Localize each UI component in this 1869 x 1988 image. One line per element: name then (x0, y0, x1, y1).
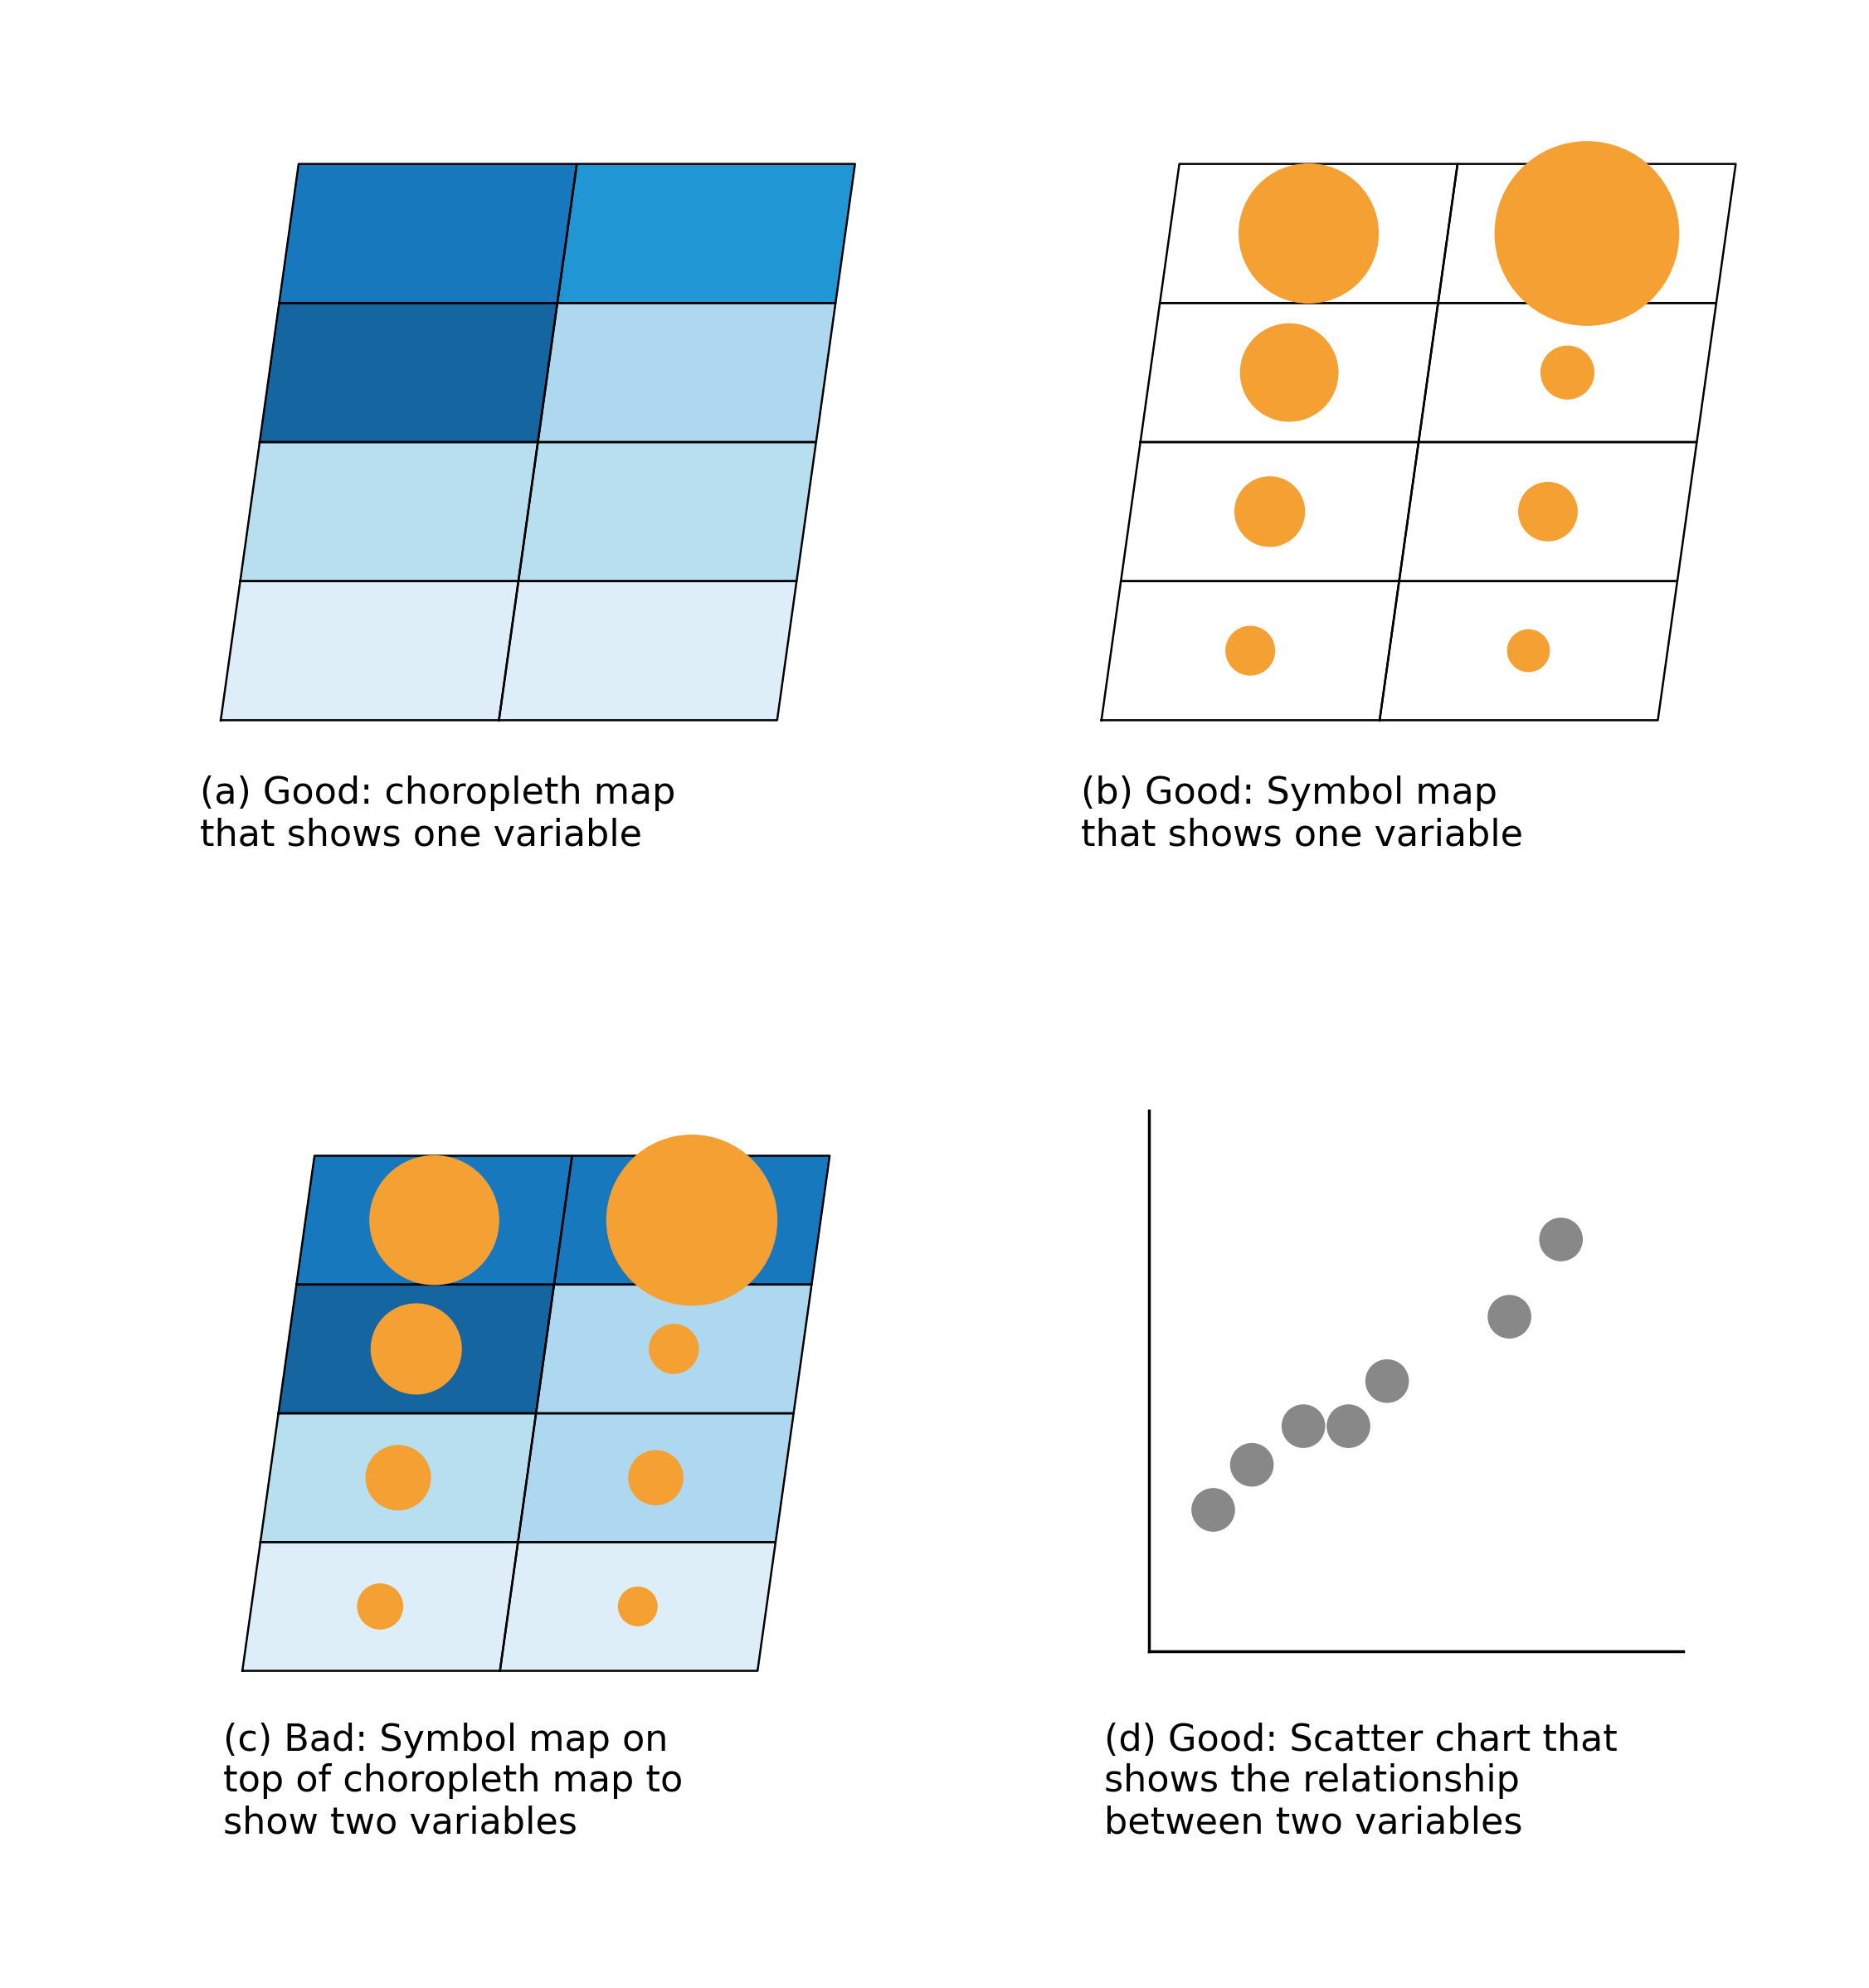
Polygon shape (221, 580, 518, 720)
Circle shape (1192, 1489, 1235, 1531)
Polygon shape (297, 1155, 572, 1284)
Circle shape (1226, 626, 1275, 676)
Polygon shape (278, 1284, 553, 1413)
Polygon shape (260, 1413, 536, 1543)
Circle shape (1282, 1406, 1325, 1447)
Polygon shape (241, 441, 538, 580)
Text: (c) Bad: Symbol map on
top of choropleth map to
show two variables: (c) Bad: Symbol map on top of choropleth… (222, 1722, 682, 1841)
Circle shape (1519, 483, 1577, 541)
Circle shape (628, 1451, 682, 1505)
Polygon shape (1140, 302, 1437, 441)
Circle shape (357, 1584, 402, 1628)
Circle shape (1495, 141, 1678, 326)
Polygon shape (1379, 580, 1676, 720)
Circle shape (1508, 630, 1549, 672)
Polygon shape (499, 580, 796, 720)
Polygon shape (1400, 441, 1697, 580)
Circle shape (366, 1445, 430, 1509)
Polygon shape (1121, 441, 1419, 580)
Polygon shape (1419, 302, 1716, 441)
Polygon shape (278, 163, 578, 302)
Circle shape (649, 1324, 699, 1374)
Polygon shape (518, 441, 817, 580)
Circle shape (1540, 346, 1594, 400)
Circle shape (1235, 477, 1305, 547)
Text: (b) Good: Symbol map
that shows one variable: (b) Good: Symbol map that shows one vari… (1080, 775, 1523, 853)
Circle shape (1366, 1360, 1409, 1402)
Circle shape (1540, 1219, 1583, 1260)
Polygon shape (553, 1155, 830, 1284)
Polygon shape (260, 302, 557, 441)
Circle shape (1488, 1296, 1531, 1338)
Circle shape (619, 1586, 658, 1626)
Circle shape (370, 1155, 499, 1284)
Polygon shape (499, 1543, 776, 1670)
Polygon shape (1161, 163, 1458, 302)
Text: (d) Good: Scatter chart that
shows the relationship
between two variables: (d) Good: Scatter chart that shows the r… (1105, 1722, 1617, 1841)
Polygon shape (538, 302, 835, 441)
Polygon shape (243, 1543, 518, 1670)
Circle shape (1241, 324, 1338, 421)
Polygon shape (1101, 580, 1400, 720)
Polygon shape (518, 1413, 794, 1543)
Circle shape (1239, 163, 1377, 302)
Text: (a) Good: choropleth map
that shows one variable: (a) Good: choropleth map that shows one … (200, 775, 675, 853)
Polygon shape (1437, 163, 1736, 302)
Circle shape (1230, 1443, 1273, 1487)
Circle shape (1327, 1406, 1370, 1447)
Polygon shape (557, 163, 854, 302)
Circle shape (372, 1304, 462, 1394)
Polygon shape (536, 1284, 811, 1413)
Circle shape (607, 1135, 778, 1306)
